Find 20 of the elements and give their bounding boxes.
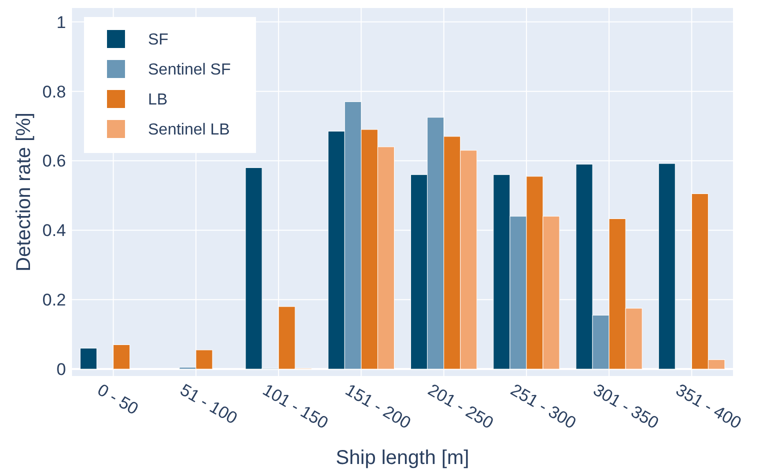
- x-tick-label: 151 - 200: [342, 380, 414, 433]
- x-tick-label: 351 - 400: [672, 380, 744, 433]
- y-tick-label: 0.8: [42, 82, 66, 102]
- x-tick-label: 0 - 50: [94, 380, 142, 419]
- x-tick-label: 101 - 150: [260, 380, 332, 433]
- y-tick-label: 0.4: [42, 221, 66, 240]
- x-tick-label: 301 - 350: [590, 380, 662, 433]
- legend-label: Sentinel LB: [148, 122, 230, 139]
- y-tick-label: 0: [56, 360, 66, 380]
- x-tick-label: 201 - 250: [424, 380, 497, 433]
- legend-label: LB: [148, 92, 168, 109]
- x-axis-title: Ship length [m]: [336, 447, 470, 469]
- x-tick-label: 251 - 300: [507, 380, 580, 433]
- y-axis-title: Detection rate [%]: [13, 112, 35, 272]
- legend-label: SF: [148, 32, 169, 49]
- legend-label: Sentinel SF: [148, 62, 231, 79]
- y-tick-label: 0.2: [42, 290, 66, 310]
- y-tick-label: 1: [56, 12, 66, 32]
- x-tick-label: 51 - 100: [176, 380, 240, 428]
- y-tick-label: 0.6: [42, 152, 66, 171]
